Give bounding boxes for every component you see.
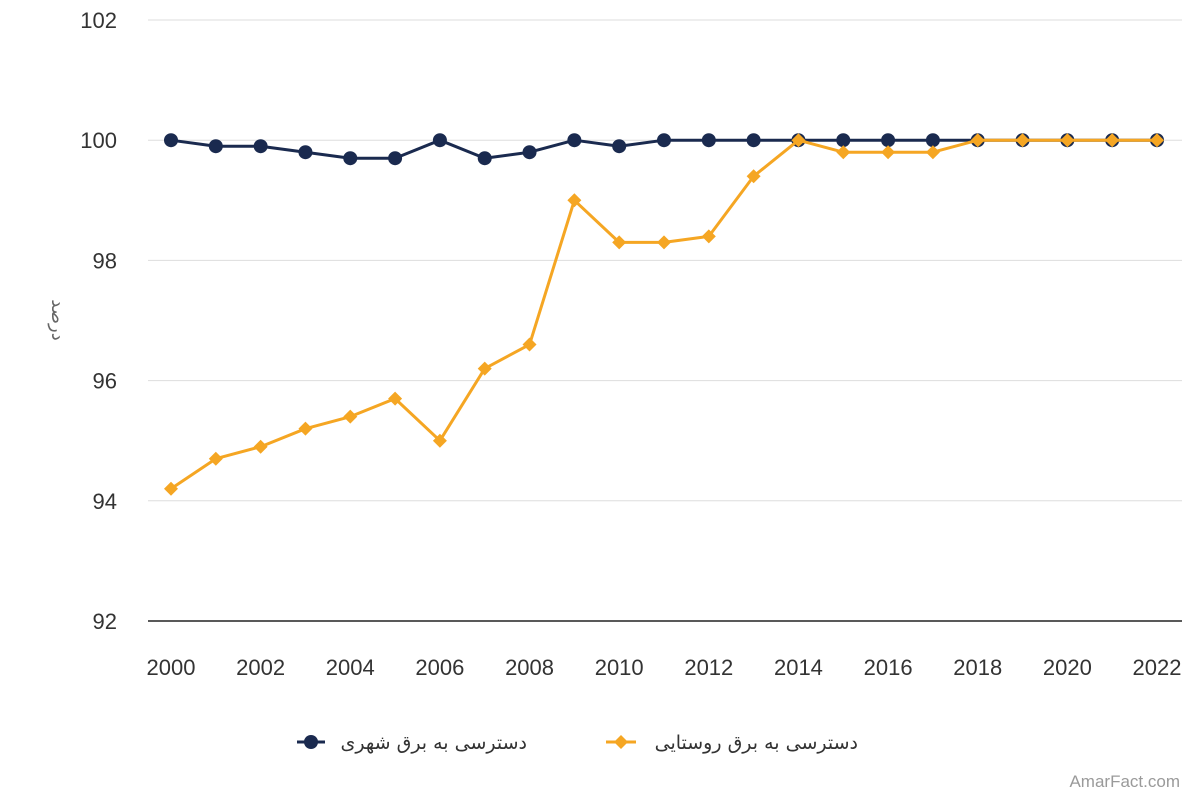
data-point (701, 229, 716, 244)
data-point (253, 139, 268, 154)
series-2 (164, 133, 1164, 496)
legend: دسترسی به برق شهری دسترسی به برق روستایی (297, 732, 858, 754)
data-point (925, 145, 940, 160)
data-point (791, 133, 806, 148)
data-point (836, 133, 851, 148)
data-point (343, 151, 358, 166)
data-point (164, 481, 178, 496)
data-point (343, 409, 358, 424)
data-point (522, 145, 537, 160)
data-point (1060, 133, 1075, 148)
series (164, 133, 1164, 496)
data-point (208, 139, 223, 154)
axes: 92 94 96 98 100 102 2000 2002 2004 2006 2008 2010 20… (80, 8, 1182, 680)
y-tick-label: 100 (80, 128, 117, 153)
data-point (164, 133, 178, 148)
x-tick-label: 2010 (595, 655, 644, 680)
x-tick-label: 2014 (774, 655, 823, 680)
data-point (657, 133, 671, 148)
y-axis-label: درصد (47, 299, 68, 340)
data-point (746, 133, 761, 148)
y-tick-label: 92 (93, 609, 117, 634)
x-tick-label: 2000 (147, 655, 196, 680)
legend-item: دسترسی به برق روستایی (606, 732, 858, 754)
x-tick-label: 2012 (684, 655, 733, 680)
y-tick-label: 102 (80, 8, 117, 33)
data-point (1150, 133, 1164, 148)
data-point (881, 145, 896, 160)
data-point (1015, 133, 1030, 148)
legend-label: دسترسی به برق شهری (341, 732, 528, 754)
data-point (432, 433, 447, 448)
x-tick-label: 2020 (1043, 655, 1092, 680)
data-point (970, 133, 985, 148)
data-point (701, 133, 716, 148)
y-tick-label: 98 (93, 248, 117, 273)
y-tick-label: 94 (93, 489, 117, 514)
y-tick-label: 96 (93, 369, 117, 394)
x-tick-label: 2018 (953, 655, 1002, 680)
data-point (881, 133, 896, 148)
data-point (432, 133, 447, 148)
data-point (253, 439, 268, 454)
data-point (567, 193, 582, 208)
data-point (746, 169, 761, 184)
x-tick-label: 2004 (326, 655, 375, 680)
legend-marker (614, 735, 628, 749)
data-point (298, 145, 313, 160)
data-point (477, 151, 492, 166)
x-tick-label: 2022 (1133, 655, 1182, 680)
series-1 (164, 133, 1164, 166)
x-tick-label: 2006 (415, 655, 464, 680)
data-point (836, 145, 851, 160)
data-point (388, 391, 403, 406)
legend-marker (304, 735, 318, 749)
data-point (388, 151, 403, 166)
x-tick-label: 2008 (505, 655, 554, 680)
data-point (612, 139, 627, 154)
series-line (170, 138, 1157, 491)
data-point (522, 337, 537, 352)
data-point (1105, 133, 1120, 148)
data-point (567, 133, 582, 148)
data-point (298, 421, 313, 436)
data-point (208, 451, 223, 466)
watermark: AmarFact.com (1069, 772, 1180, 791)
data-point (612, 235, 627, 250)
legend-label: دسترسی به برق روستایی (655, 732, 858, 754)
data-point (925, 133, 940, 148)
data-point (657, 235, 671, 250)
data-point (477, 361, 492, 376)
legend-item: دسترسی به برق شهری (297, 732, 527, 754)
x-tick-label: 2002 (236, 655, 285, 680)
x-tick-label: 2016 (864, 655, 913, 680)
